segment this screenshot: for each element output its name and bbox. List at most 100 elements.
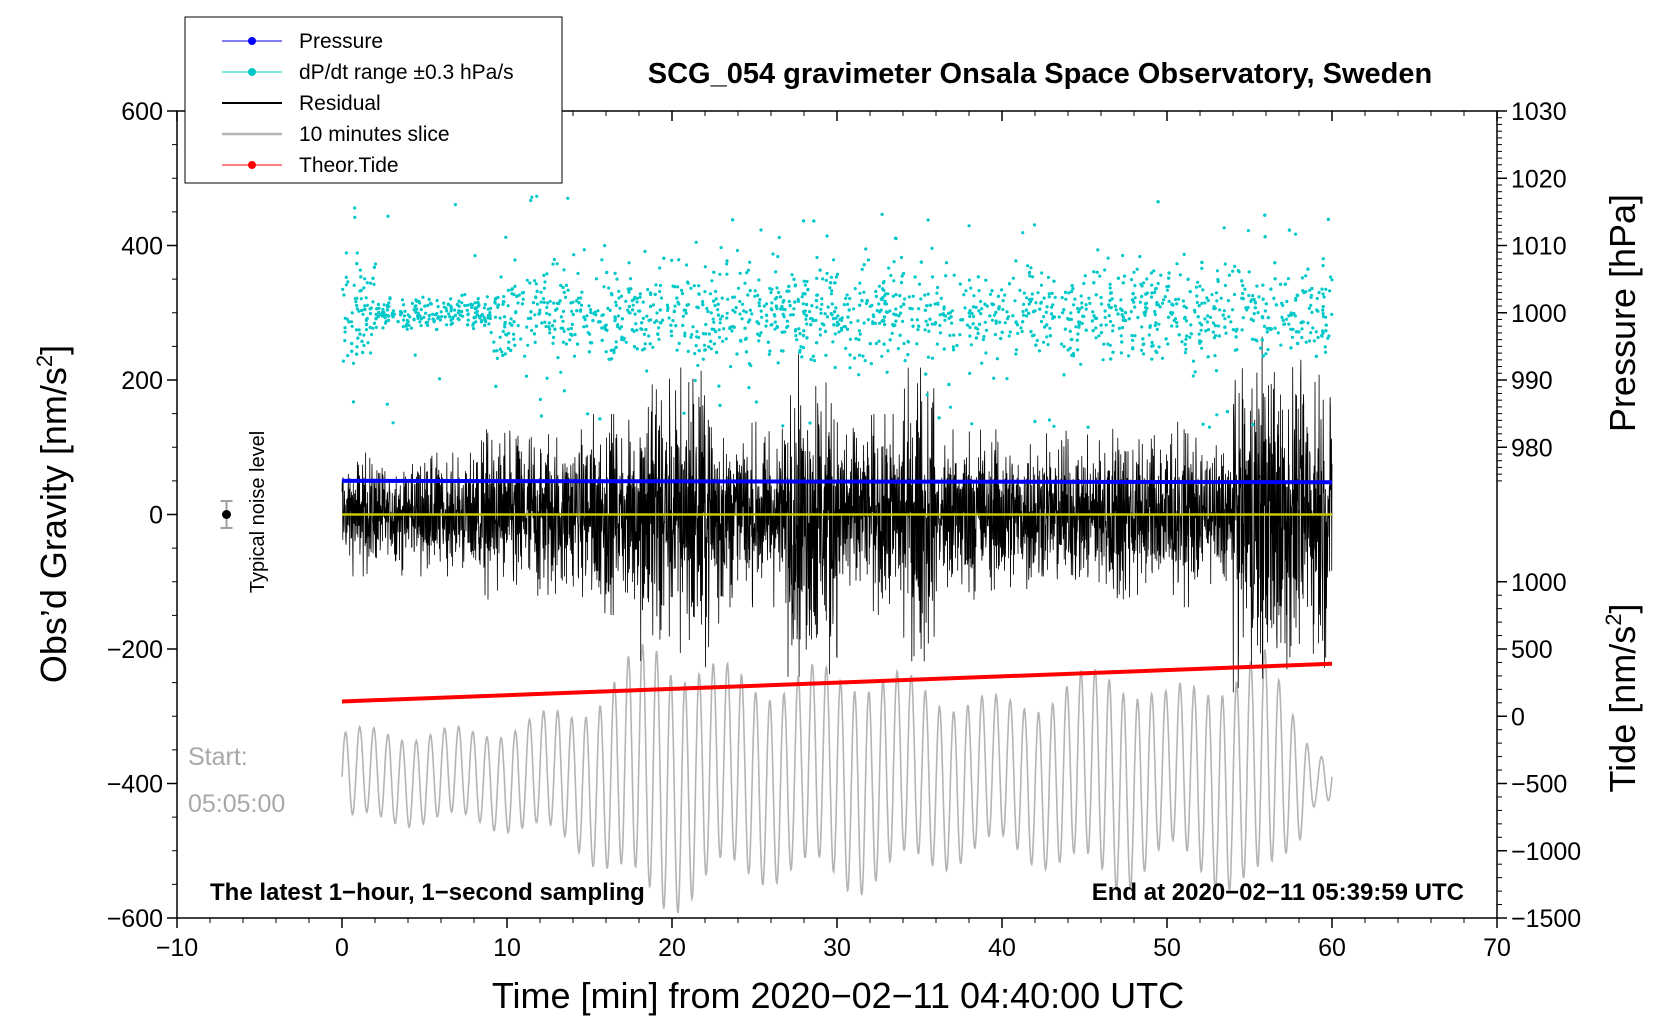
dpdt-point [374,325,378,329]
dpdt-point [725,316,729,320]
dpdt-point [1120,326,1125,330]
dpdt-point [930,322,934,326]
dpdt-point [1184,306,1189,310]
dpdt-point [1273,326,1277,330]
dpdt-point [731,308,735,312]
dpdt-point [1145,277,1149,281]
dpdt-point [404,324,408,328]
dpdt-point [1067,317,1071,321]
dpdt-point [853,356,857,360]
dpdt-point [1300,335,1304,340]
dpdt-point [1206,298,1210,303]
dpdt-point [651,303,656,307]
dpdt-point [530,328,534,333]
residual-line [341,336,1333,693]
dpdt-point [610,357,614,361]
dpdt-point [804,317,808,321]
dpdt-point [648,291,653,295]
dpdt-point [1243,287,1247,291]
dpdt-point [484,319,488,323]
dpdt-point [1261,283,1265,287]
dpdt-point [937,416,941,420]
dpdt-point [1157,345,1161,349]
dpdt-point [1157,322,1161,326]
dpdt-point [1022,313,1026,317]
dpdt-point [750,312,754,316]
dpdt-point [391,315,395,319]
dpdt-point [1186,277,1190,281]
dpdt-point [748,308,753,312]
dpdt-point [1113,304,1117,308]
dpdt-point [833,310,837,314]
dpdt-point [1116,276,1120,280]
dpdt-point [673,304,677,308]
dpdt-point [997,306,1001,310]
dpdt-point [798,350,802,354]
dpdt-point [359,275,363,279]
dpdt-point [1301,289,1305,293]
dpdt-point [1021,320,1025,324]
dpdt-point [677,258,681,262]
dpdt-point [1120,313,1124,317]
dpdt-point [589,308,593,312]
dpdt-point [1170,324,1174,328]
dpdt-point [676,300,680,304]
dpdt-point [548,299,552,303]
y-label-tide-end: ] [1602,604,1643,614]
dpdt-point [343,339,347,343]
dpdt-point [793,300,797,304]
dpdt-point [648,342,652,346]
dpdt-point [1290,335,1295,339]
dpdt-point [696,363,700,368]
dpdt-point [600,338,604,342]
dpdt-point [1060,296,1064,300]
x-tick-label: 50 [1153,934,1181,962]
dpdt-point [883,293,887,297]
dpdt-point [1213,354,1217,358]
dpdt-point [547,321,551,325]
dpdt-point [1183,351,1187,355]
dpdt-point [1182,252,1186,256]
dpdt-point [627,290,631,294]
dpdt-point [554,308,558,312]
dpdt-point [675,348,679,352]
dpdt-point [930,356,935,360]
dpdt-point [506,304,510,308]
dpdt-point [553,327,557,331]
dpdt-point [1140,348,1144,352]
dpdt-point [1024,308,1028,312]
dpdt-point [655,319,659,323]
pressure-tick-label: 1000 [1511,300,1567,328]
slice-line [341,643,1333,914]
dpdt-point [543,280,547,284]
y-tick-label: 400 [121,233,163,261]
dpdt-point [425,323,430,327]
dpdt-point [868,342,872,346]
dpdt-point [551,341,555,345]
dpdt-point [662,256,666,260]
dpdt-point [893,323,897,327]
dpdt-point [594,313,598,317]
dpdt-point [1199,328,1203,332]
dpdt-point [814,298,819,303]
dpdt-point [928,317,932,321]
sampling-note: The latest 1−hour, 1−second sampling [210,879,645,906]
dpdt-point [714,297,718,301]
dpdt-point [1182,304,1186,308]
dpdt-point [344,275,348,279]
dpdt-point [1050,305,1054,309]
dpdt-point [1312,339,1316,343]
dpdt-point [832,323,836,327]
dpdt-point [757,301,761,305]
dpdt-point [1091,329,1095,333]
y-tick-label: −400 [107,771,163,799]
right-axis-ticks: 9809901000101010201030−1500−1000−5000500… [1497,98,1581,933]
dpdt-point [1141,342,1145,347]
dpdt-point [587,350,592,354]
dpdt-point [833,332,838,336]
dpdt-point [1196,315,1200,319]
dpdt-point [701,303,705,307]
dpdt-point [1307,339,1312,343]
dpdt-point [720,314,724,318]
dpdt-point [635,347,639,351]
